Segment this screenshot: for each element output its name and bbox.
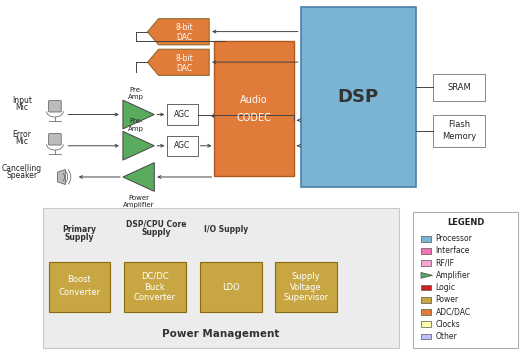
Bar — [421, 248, 431, 254]
Text: Clocks: Clocks — [436, 320, 460, 329]
Text: Input: Input — [12, 96, 32, 105]
Text: Logic: Logic — [436, 283, 456, 292]
Bar — [421, 236, 431, 242]
Polygon shape — [123, 100, 154, 129]
Bar — [413, 212, 518, 348]
Bar — [421, 321, 431, 327]
Text: Amp: Amp — [128, 94, 144, 100]
Text: Power: Power — [436, 295, 459, 304]
Text: Supply: Supply — [141, 228, 170, 237]
Text: Memory: Memory — [442, 132, 476, 141]
Text: AGC: AGC — [174, 110, 191, 119]
Text: RF/IF: RF/IF — [436, 258, 454, 268]
Bar — [167, 104, 198, 125]
Text: LDO: LDO — [222, 283, 240, 292]
FancyBboxPatch shape — [49, 134, 61, 145]
Text: 8-bit: 8-bit — [176, 23, 194, 32]
Text: Mic: Mic — [16, 103, 28, 112]
Text: I/O Supply: I/O Supply — [204, 224, 248, 234]
Text: SRAM: SRAM — [447, 83, 471, 92]
Text: Converter: Converter — [59, 288, 100, 297]
Polygon shape — [123, 163, 154, 191]
Polygon shape — [58, 169, 65, 185]
Text: Boost: Boost — [67, 275, 92, 284]
Bar — [421, 309, 431, 315]
Polygon shape — [421, 272, 433, 278]
Bar — [49, 262, 110, 312]
Text: Primary: Primary — [62, 224, 97, 234]
Text: Pre-: Pre- — [129, 118, 143, 124]
Text: Power: Power — [128, 195, 149, 201]
Text: Mic: Mic — [16, 137, 28, 146]
Bar — [301, 7, 416, 187]
Bar — [167, 136, 198, 156]
Text: Amplifier: Amplifier — [123, 202, 154, 208]
FancyBboxPatch shape — [49, 101, 61, 112]
Text: DSP/CPU Core: DSP/CPU Core — [126, 220, 186, 229]
Text: 8-bit: 8-bit — [176, 54, 194, 63]
Text: Processor: Processor — [436, 234, 473, 243]
Text: Voltage: Voltage — [290, 283, 322, 292]
Text: Power Management: Power Management — [162, 329, 279, 339]
Text: DC/DC: DC/DC — [141, 272, 168, 281]
Text: Supervisor: Supervisor — [283, 293, 328, 303]
Text: AGC: AGC — [174, 141, 191, 150]
Bar — [433, 115, 485, 147]
Text: Speaker: Speaker — [6, 171, 38, 181]
Text: Interface: Interface — [436, 246, 470, 256]
Text: Amplifier: Amplifier — [436, 271, 471, 280]
Text: Buck: Buck — [144, 283, 165, 292]
Text: LEGEND: LEGEND — [447, 218, 484, 227]
Bar — [275, 262, 337, 312]
Text: CODEC: CODEC — [237, 113, 271, 122]
Bar — [421, 260, 431, 266]
Bar — [421, 285, 431, 290]
Text: Flash: Flash — [448, 120, 470, 129]
Text: Other: Other — [436, 332, 458, 341]
Text: Error: Error — [13, 130, 31, 139]
Bar — [200, 262, 262, 312]
Text: Pre-: Pre- — [129, 87, 143, 93]
Text: Audio: Audio — [241, 95, 268, 104]
Bar — [124, 262, 186, 312]
Text: DSP: DSP — [338, 88, 379, 106]
Text: Supply: Supply — [292, 272, 320, 281]
Text: Cancelling: Cancelling — [2, 164, 42, 173]
Text: Amp: Amp — [128, 126, 144, 131]
Polygon shape — [123, 131, 154, 160]
Bar — [421, 334, 431, 339]
Bar — [433, 74, 485, 101]
Text: DAC: DAC — [176, 64, 192, 73]
Bar — [43, 208, 399, 348]
Text: Converter: Converter — [134, 293, 176, 303]
Text: ADC/DAC: ADC/DAC — [436, 307, 471, 317]
Polygon shape — [147, 49, 209, 75]
Text: Supply: Supply — [65, 233, 94, 242]
Bar — [421, 297, 431, 303]
Text: DAC: DAC — [176, 33, 192, 42]
Polygon shape — [147, 19, 209, 45]
Bar — [214, 41, 294, 176]
